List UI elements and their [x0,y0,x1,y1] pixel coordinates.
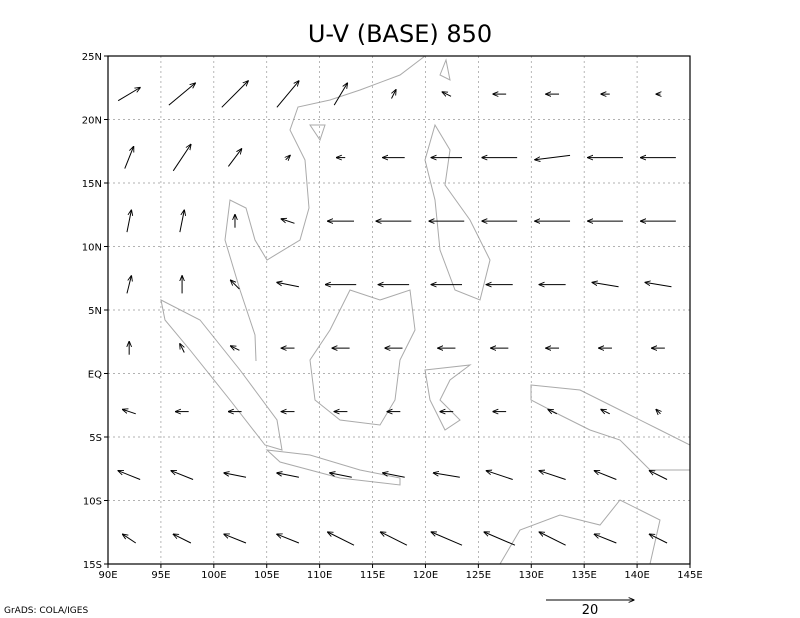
wind-vector [227,149,241,167]
x-tick-label: 125E [466,570,491,581]
y-tick-label: 5N [88,306,102,317]
wind-vector [484,532,516,546]
wind-vector [117,88,140,102]
wind-vector [656,409,660,413]
wind-vector [645,282,672,288]
y-tick-label: 15N [82,179,102,190]
wind-vector [392,90,396,99]
wind-vector [180,344,184,353]
wind-vector [172,144,191,172]
wind-vector [179,210,184,233]
wind-vector [431,532,463,546]
wind-vector [594,471,617,480]
plot-frame [107,55,691,565]
x-tick-label: 130E [519,570,544,581]
y-tick-label: 25N [82,52,102,63]
x-tick-label: 135E [571,570,596,581]
wind-vector [126,210,131,233]
x-tick-label: 140E [624,570,649,581]
wind-vector [277,534,300,544]
y-tick-label: EQ [88,370,102,381]
wind-vector [433,473,460,478]
footer: GrADS: COLA/IGES [4,606,88,616]
wind-vector [277,473,299,478]
x-tick-label: 105E [254,570,279,581]
y-tick-label: 10S [83,497,102,508]
wind-vector [381,532,408,546]
plot-layer: 90E 95E 100E 105E 110E 115E 120E 125E 130E 135E 14… [82,52,703,581]
x-tick-label: 90E [98,570,117,581]
wind-vector [276,81,299,108]
wind-vector [173,534,192,544]
wind-vector [330,473,352,478]
wind-vector [442,92,452,96]
wind-vector [328,532,355,546]
x-tick-label: 100E [201,570,226,581]
x-tick-label: 110E [307,570,332,581]
x-tick-label: 115E [360,570,385,581]
wind-vector [333,83,347,106]
wind-vector [224,473,247,478]
wind-vector [594,534,617,544]
wind-vector [231,280,240,290]
wind-vector [601,409,610,413]
wind-vector [383,473,405,478]
wind-vector [221,81,248,108]
wind-vector [548,409,558,413]
wind-vector [649,534,668,544]
wind-vector [231,346,240,350]
wind-vector [124,147,134,169]
wind-vector [286,155,290,159]
wind-vector [126,276,131,294]
wind-vector [277,282,299,288]
x-tick-label: 145E [677,570,702,581]
wind-vector [123,534,137,544]
wind-vector [592,282,619,288]
y-tick-label: 20N [82,116,102,127]
wind-vector [539,532,566,546]
wind-vector [649,471,668,480]
wind-vector [539,471,566,480]
wind-vector [123,409,136,415]
wind-vector [535,154,571,159]
wind-vector [168,83,195,106]
wind-vector [486,471,513,480]
wind-vector [171,471,194,480]
y-tick-label: 5S [89,433,102,444]
wind-vector [118,471,141,480]
reference-label: 20 [582,603,599,618]
map-title: U-V (BASE) 850 [308,20,492,48]
y-tick-label: 10N [82,243,102,254]
x-tick-label: 95E [151,570,170,581]
x-tick-label: 120E [413,570,438,581]
wind-vector [224,534,247,544]
wind-vector [281,219,295,224]
y-tick-label: 15S [83,560,102,571]
